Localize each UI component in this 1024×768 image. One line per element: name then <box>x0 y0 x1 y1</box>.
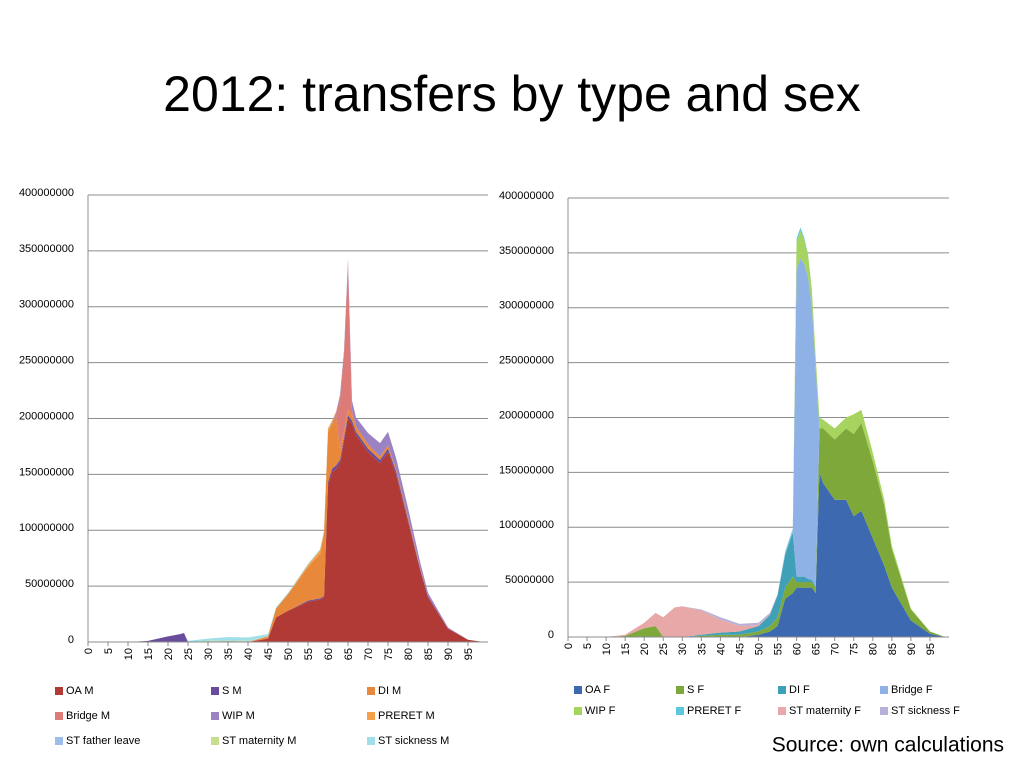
x-tick-label: 90 <box>443 648 455 660</box>
x-tick-label: 30 <box>203 648 215 660</box>
x-tick-label: 5 <box>103 648 115 654</box>
legend-swatch <box>574 707 582 715</box>
slide-title: 2012: transfers by type and sex <box>163 66 861 122</box>
y-tick-label: 300000000 <box>499 300 554 312</box>
legend-swatch <box>778 707 786 715</box>
legend-label: ST father leave <box>66 735 140 747</box>
area-series <box>568 422 946 637</box>
x-tick-label: 30 <box>677 643 689 655</box>
x-tick-label: 95 <box>925 643 937 655</box>
legend-swatch <box>55 687 63 695</box>
x-tick-label: 45 <box>263 648 275 660</box>
x-tick-label: 15 <box>620 643 632 655</box>
area-series <box>568 472 946 637</box>
x-tick-label: 85 <box>423 648 435 660</box>
legend-swatch <box>211 687 219 695</box>
x-tick-label: 25 <box>658 643 670 655</box>
legend-label: ST sickness F <box>891 705 960 717</box>
y-tick-label: 400000000 <box>499 190 554 202</box>
y-tick-label: 100000000 <box>19 522 74 534</box>
legend-swatch <box>211 712 219 720</box>
source-note: Source: own calculations <box>772 734 1004 757</box>
x-tick-label: 65 <box>343 648 355 660</box>
x-tick-label: 90 <box>906 643 918 655</box>
x-tick-label: 65 <box>811 643 823 655</box>
x-tick-label: 0 <box>563 643 575 649</box>
legend-swatch <box>880 707 888 715</box>
y-tick-label: 0 <box>68 634 74 646</box>
x-tick-label: 5 <box>582 643 594 649</box>
legend-swatch <box>367 737 375 745</box>
y-tick-label: 350000000 <box>499 245 554 257</box>
legend-label: ST sickness M <box>378 735 449 747</box>
legend-label: DI F <box>789 684 810 696</box>
legend-swatch <box>778 686 786 694</box>
legend-swatch <box>367 687 375 695</box>
y-tick-label: 350000000 <box>19 243 74 255</box>
x-tick-label: 40 <box>243 648 255 660</box>
legend-label: WIP M <box>222 710 255 722</box>
y-tick-label: 300000000 <box>19 299 74 311</box>
y-tick-label: 150000000 <box>499 464 554 476</box>
legend-label: Bridge F <box>891 684 933 696</box>
y-tick-label: 250000000 <box>499 355 554 367</box>
x-tick-label: 80 <box>403 648 415 660</box>
legend-swatch <box>676 686 684 694</box>
x-tick-label: 85 <box>887 643 899 655</box>
legend-swatch <box>55 737 63 745</box>
x-tick-label: 60 <box>792 643 804 655</box>
x-tick-label: 10 <box>123 648 135 660</box>
legend-swatch <box>211 737 219 745</box>
x-tick-label: 35 <box>223 648 235 660</box>
legend-swatch <box>574 686 582 694</box>
x-tick-label: 20 <box>639 643 651 655</box>
legend-swatch <box>367 712 375 720</box>
legend-label: DI M <box>378 685 401 697</box>
legend-label: S F <box>687 684 704 696</box>
x-tick-label: 60 <box>323 648 335 660</box>
x-tick-label: 0 <box>83 648 95 654</box>
y-tick-label: 50000000 <box>505 574 554 586</box>
y-tick-label: 150000000 <box>19 466 74 478</box>
x-tick-label: 10 <box>601 643 613 655</box>
x-tick-label: 75 <box>849 643 861 655</box>
x-tick-label: 70 <box>830 643 842 655</box>
x-tick-label: 20 <box>163 648 175 660</box>
x-tick-label: 80 <box>868 643 880 655</box>
x-tick-label: 35 <box>696 643 708 655</box>
y-tick-label: 250000000 <box>19 355 74 367</box>
x-tick-label: 75 <box>383 648 395 660</box>
x-tick-label: 55 <box>772 643 784 655</box>
x-tick-label: 70 <box>363 648 375 660</box>
legend-swatch <box>880 686 888 694</box>
y-tick-label: 100000000 <box>499 519 554 531</box>
legend-label: S M <box>222 685 242 697</box>
legend-label: ST maternity F <box>789 705 861 717</box>
x-tick-label: 55 <box>303 648 315 660</box>
legend-swatch <box>676 707 684 715</box>
legend-label: WIP F <box>585 705 616 717</box>
legend-label: ST maternity M <box>222 735 296 747</box>
x-tick-label: 45 <box>734 643 746 655</box>
legend-label: Bridge M <box>66 710 110 722</box>
y-tick-label: 400000000 <box>19 187 74 199</box>
x-tick-label: 50 <box>283 648 295 660</box>
legend-label: PRERET M <box>378 710 435 722</box>
x-tick-label: 50 <box>753 643 765 655</box>
y-tick-label: 200000000 <box>499 409 554 421</box>
legend-label: PRERET F <box>687 705 741 717</box>
area-series <box>88 418 484 642</box>
y-tick-label: 0 <box>548 629 554 641</box>
legend-label: OA F <box>585 684 610 696</box>
legend-label: OA M <box>66 685 94 697</box>
x-tick-label: 15 <box>143 648 155 660</box>
x-tick-label: 25 <box>183 648 195 660</box>
y-tick-label: 200000000 <box>19 410 74 422</box>
x-tick-label: 95 <box>463 648 475 660</box>
legend-swatch <box>55 712 63 720</box>
x-tick-label: 40 <box>715 643 727 655</box>
y-tick-label: 50000000 <box>25 578 74 590</box>
